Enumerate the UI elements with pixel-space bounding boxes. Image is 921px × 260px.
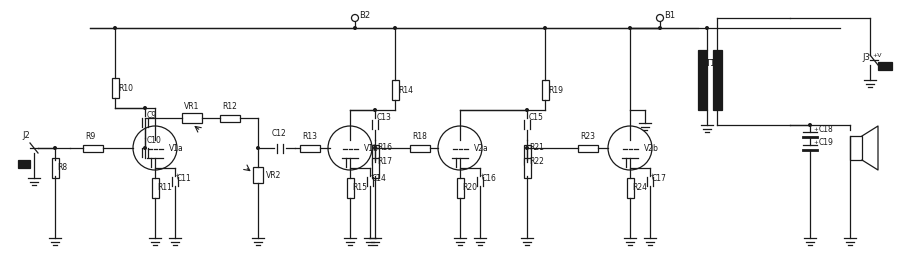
Text: R10: R10 xyxy=(118,84,133,93)
Text: C10: C10 xyxy=(147,136,162,145)
Circle shape xyxy=(53,146,57,150)
Text: R22: R22 xyxy=(529,157,544,166)
Text: R21: R21 xyxy=(529,143,544,152)
Text: R18: R18 xyxy=(412,132,426,141)
Circle shape xyxy=(658,26,662,30)
Text: +: + xyxy=(813,140,818,145)
Text: R17: R17 xyxy=(377,157,392,166)
Text: VR1: VR1 xyxy=(184,102,199,111)
Bar xyxy=(713,50,722,110)
Text: C12: C12 xyxy=(272,129,286,138)
Bar xyxy=(626,178,634,198)
Circle shape xyxy=(628,26,632,30)
Bar xyxy=(52,158,59,178)
Text: R23: R23 xyxy=(580,132,595,141)
Bar xyxy=(523,158,530,178)
Circle shape xyxy=(373,108,377,112)
Bar xyxy=(878,62,892,70)
Text: R16: R16 xyxy=(377,143,392,152)
Bar xyxy=(253,167,263,183)
Text: B1: B1 xyxy=(664,11,675,20)
Bar xyxy=(371,145,379,165)
Bar xyxy=(18,160,30,168)
Bar xyxy=(346,178,354,198)
Text: R12: R12 xyxy=(222,102,237,111)
Text: R13: R13 xyxy=(302,132,317,141)
Text: J2: J2 xyxy=(22,131,29,140)
Text: B2: B2 xyxy=(359,11,370,20)
Text: +: + xyxy=(174,173,179,178)
Bar xyxy=(542,80,549,100)
Text: C15: C15 xyxy=(529,113,544,122)
Text: C13: C13 xyxy=(377,113,391,122)
Text: C11: C11 xyxy=(177,174,192,183)
Text: R8: R8 xyxy=(57,163,67,172)
Text: C16: C16 xyxy=(482,174,496,183)
Circle shape xyxy=(525,146,529,150)
Circle shape xyxy=(373,146,377,150)
Text: C17: C17 xyxy=(652,174,667,183)
Text: R14: R14 xyxy=(398,86,413,95)
Bar xyxy=(300,145,320,152)
Circle shape xyxy=(705,26,709,30)
Text: J3: J3 xyxy=(862,53,869,62)
Text: V2a: V2a xyxy=(474,144,489,153)
Bar xyxy=(578,145,598,152)
Text: +: + xyxy=(369,173,374,178)
Bar xyxy=(391,80,399,100)
Text: V2b: V2b xyxy=(644,144,659,153)
Text: +: + xyxy=(813,127,818,132)
Bar xyxy=(457,178,463,198)
Text: R20: R20 xyxy=(462,183,477,192)
Bar xyxy=(111,78,119,98)
Text: +: + xyxy=(649,173,654,178)
Circle shape xyxy=(113,26,117,30)
Circle shape xyxy=(543,26,547,30)
Circle shape xyxy=(143,106,147,110)
Bar xyxy=(523,145,530,165)
Bar xyxy=(850,136,862,160)
Bar xyxy=(151,178,158,198)
Circle shape xyxy=(143,146,147,150)
Bar xyxy=(698,50,707,110)
Circle shape xyxy=(525,108,529,112)
Text: C18: C18 xyxy=(819,125,834,134)
Bar xyxy=(182,113,202,123)
Text: R24: R24 xyxy=(632,183,647,192)
Text: R11: R11 xyxy=(157,183,172,192)
Text: V1b: V1b xyxy=(364,144,379,153)
Text: C19: C19 xyxy=(819,138,834,147)
Circle shape xyxy=(393,26,397,30)
Circle shape xyxy=(808,123,812,127)
Bar xyxy=(410,145,430,152)
Circle shape xyxy=(256,146,260,150)
Text: V1a: V1a xyxy=(169,144,184,153)
Bar xyxy=(83,145,103,152)
Text: C9: C9 xyxy=(147,111,157,120)
Text: C14: C14 xyxy=(372,174,387,183)
Bar xyxy=(220,114,240,121)
Text: R15: R15 xyxy=(352,183,367,192)
Text: R19: R19 xyxy=(548,86,563,95)
Bar xyxy=(371,158,379,178)
Text: +: + xyxy=(479,173,484,178)
Circle shape xyxy=(353,26,357,30)
Text: T1: T1 xyxy=(705,59,716,68)
Text: R9: R9 xyxy=(85,132,95,141)
Text: VR2: VR2 xyxy=(266,171,282,180)
Text: +V: +V xyxy=(872,53,881,58)
